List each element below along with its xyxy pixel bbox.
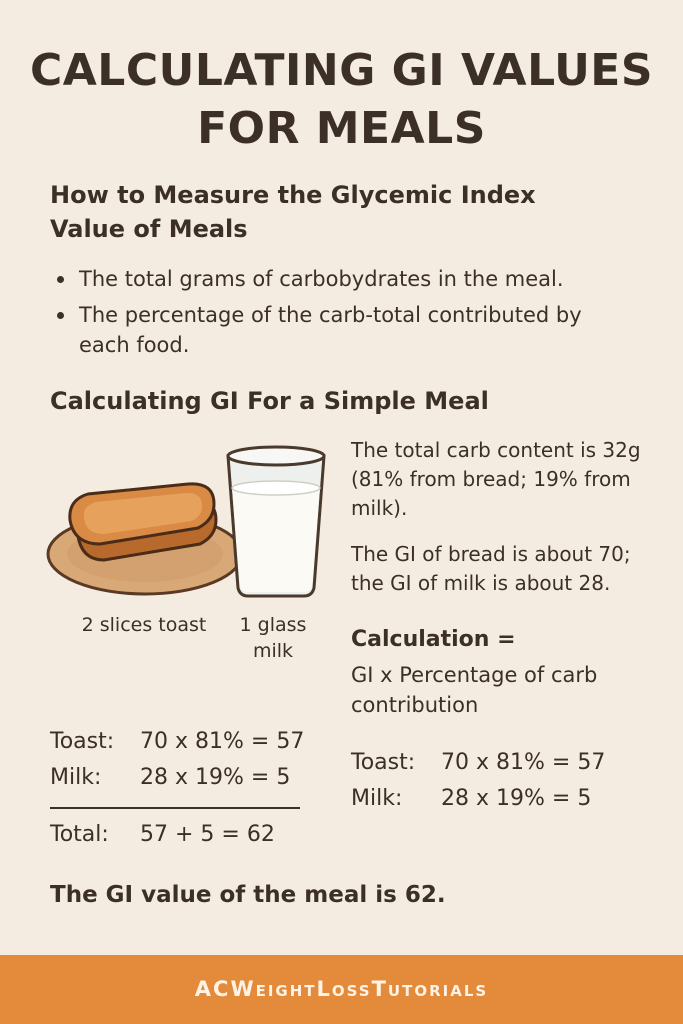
page-title-line2: FOR MEALS <box>197 103 486 154</box>
sum-divider <box>50 807 300 809</box>
list-item: The percentage of the carb-total contrib… <box>50 300 630 360</box>
list-item: The total grams of carbobydrates in the … <box>50 264 630 294</box>
toast-equation: Toast: 70 x 81% = 57 <box>351 745 605 781</box>
toast-caption: 2 slices toast <box>81 614 207 636</box>
toast-equation-label: Toast: <box>50 729 115 754</box>
measure-heading: How to Measure the Glycemic Index Value … <box>50 178 610 246</box>
gi-values-text: The GI of bread is about 70; the GI of m… <box>351 542 631 595</box>
milk-equation-expr: 28 x 19% = 5 <box>140 765 291 790</box>
toast-equation-expr: 70 x 81% = 57 <box>140 729 305 754</box>
conclusion-text: The GI value of the meal is 62. <box>50 882 446 908</box>
milk-equation: Milk: 28 x 19% = 5 <box>351 781 605 817</box>
milk-equation-label: Milk: <box>351 786 403 811</box>
milk-equation-label: Milk: <box>50 765 102 790</box>
milk-equation-expr: 28 x 19% = 5 <box>441 786 592 811</box>
measure-heading-line1: How to Measure the Glycemic Index <box>50 181 536 209</box>
measure-bullet-list: The total grams of carbobydrates in the … <box>50 264 630 366</box>
measure-heading-line2: Value of Meals <box>50 215 248 243</box>
carb-content-text: The total carb content is 32g (81% from … <box>351 438 641 520</box>
footer-bar: ACWeightLossTutorials <box>0 955 683 1024</box>
simple-meal-heading: Calculating GI For a Simple Meal <box>50 387 489 415</box>
total-equation-label: Total: <box>50 822 109 847</box>
glass-of-milk-icon <box>226 445 326 598</box>
milk-caption-line1: 1 glass <box>239 614 307 636</box>
calculation-label: Calculation = <box>351 627 516 652</box>
meal-illustration <box>46 445 326 598</box>
right-equations: Toast: 70 x 81% = 57 Milk: 28 x 19% = 5 <box>351 745 605 817</box>
calculation-formula: GI x Percentage of carb contribution <box>351 663 598 717</box>
total-equation: Total: 57 + 5 = 62 <box>50 817 275 853</box>
page-title-line1: CALCULATING GI VALUES <box>29 45 654 96</box>
toast-equation-expr: 70 x 81% = 57 <box>441 750 606 775</box>
milk-caption: 1 glass milk <box>228 612 318 664</box>
milk-caption-line2: milk <box>252 640 294 662</box>
page-title: CALCULATING GI VALUES FOR MEALS <box>0 42 683 158</box>
milk-equation: Milk: 28 x 19% = 5 <box>50 760 304 796</box>
toast-equation: Toast: 70 x 81% = 57 <box>50 724 304 760</box>
total-equation-expr: 57 + 5 = 62 <box>140 822 275 847</box>
toast-equation-label: Toast: <box>351 750 416 775</box>
footer-brand: ACWeightLossTutorials <box>194 977 489 1001</box>
left-equations: Toast: 70 x 81% = 57 Milk: 28 x 19% = 5 <box>50 724 304 796</box>
toast-on-plate-icon <box>46 482 244 596</box>
